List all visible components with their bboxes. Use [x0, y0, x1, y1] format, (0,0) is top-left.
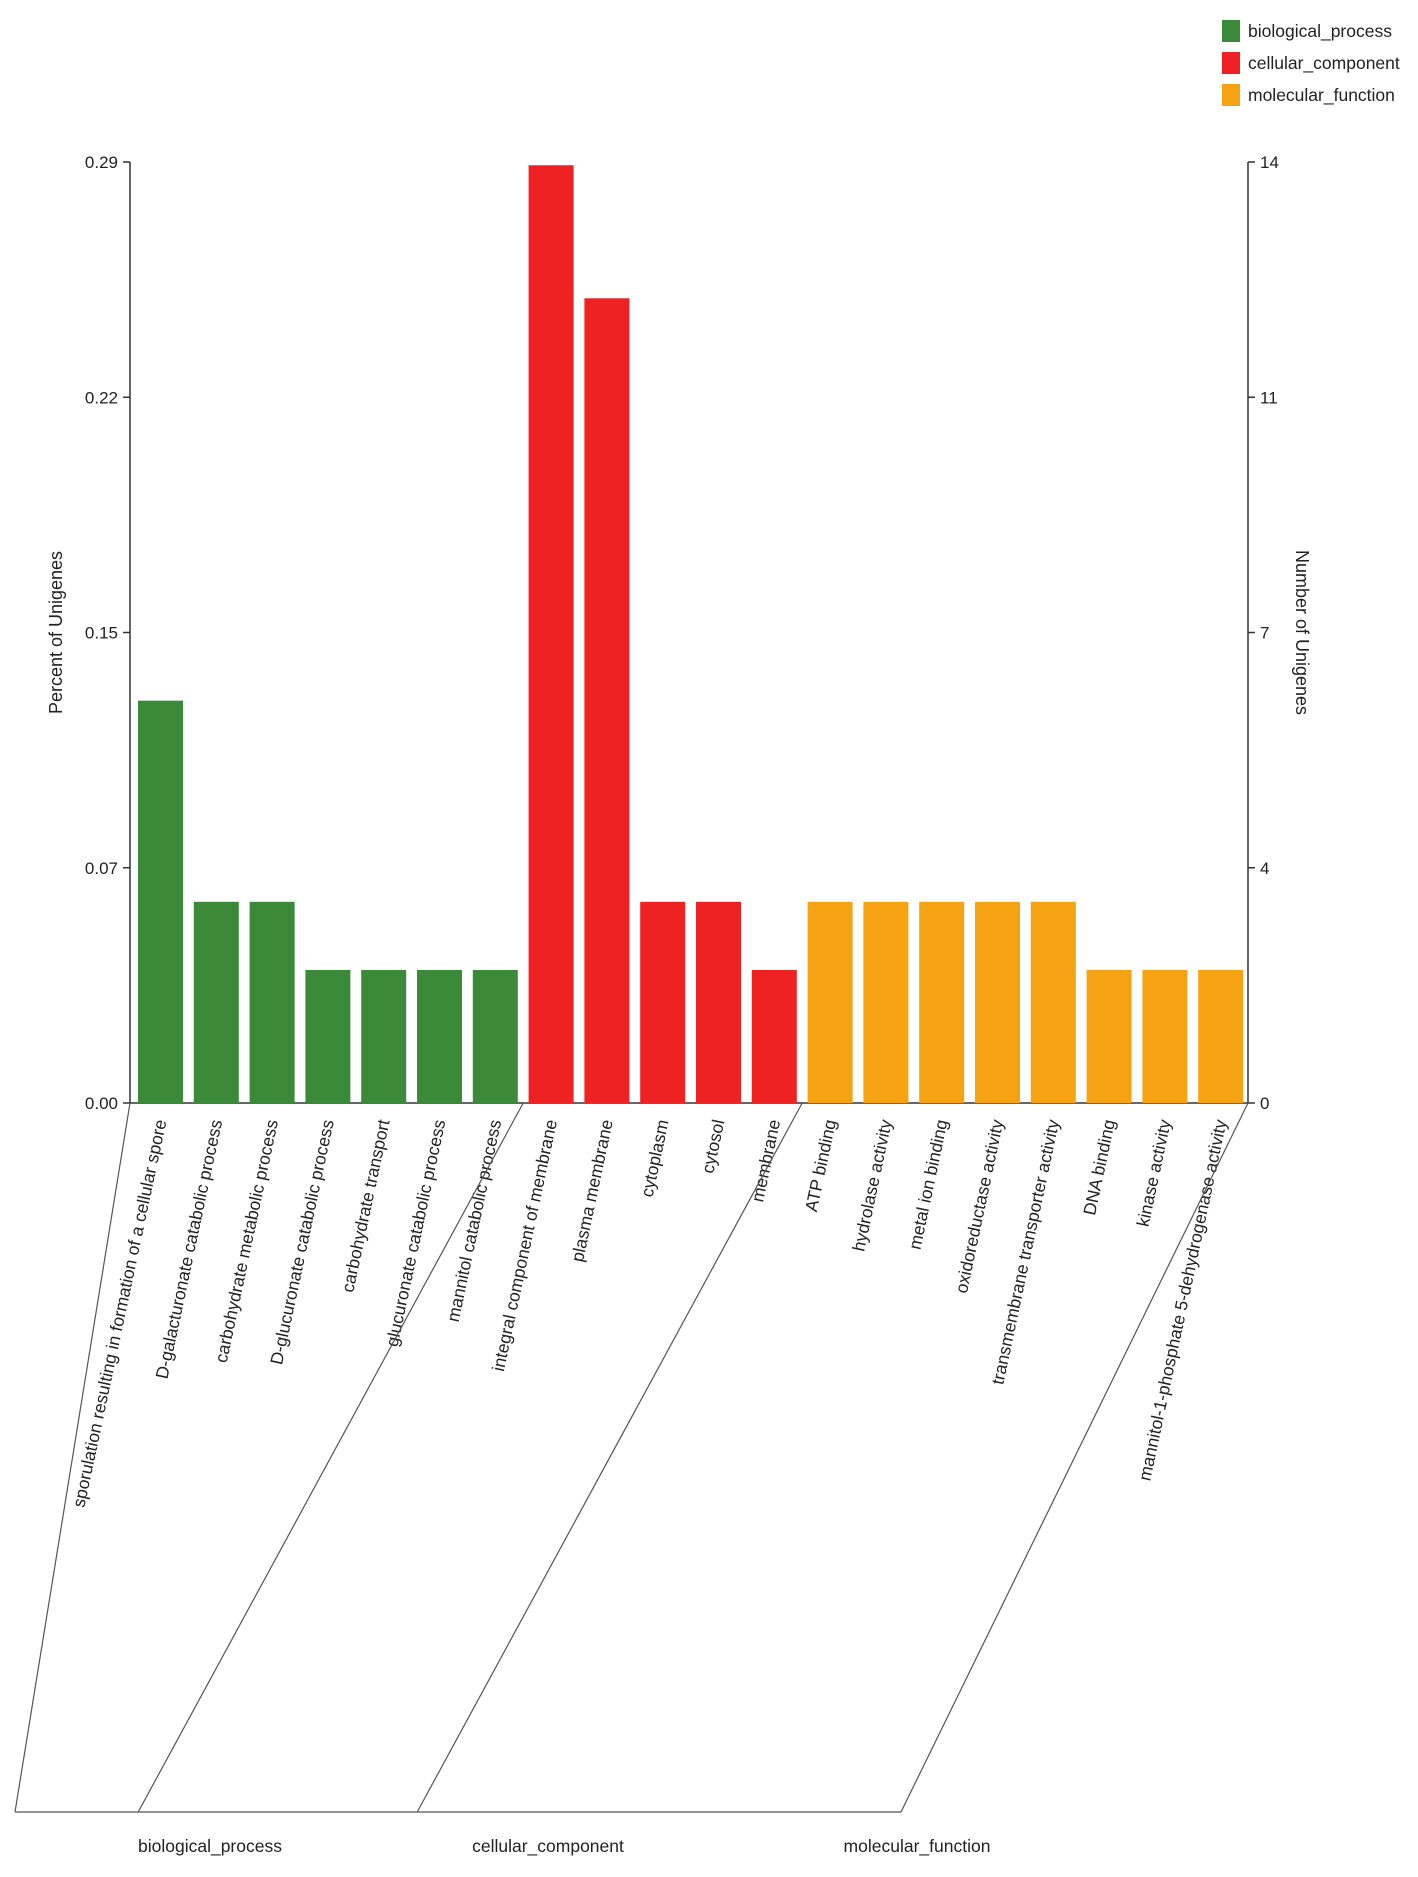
bar	[1030, 901, 1076, 1103]
bar	[975, 901, 1020, 1103]
right-tick-label: 0	[1260, 1094, 1269, 1113]
legend: biological_process cellular_componentmole…	[1222, 20, 1400, 106]
category-label: cytoplasm	[637, 1118, 673, 1199]
group-divider	[900, 1102, 1249, 1813]
bar	[528, 165, 574, 1104]
bar	[138, 700, 183, 1103]
category-label: D-glucuronate catabolic process	[266, 1117, 338, 1366]
bar	[472, 969, 518, 1103]
category-label: mannitol catabolic process	[443, 1117, 505, 1323]
right-tick-label: 11	[1260, 388, 1278, 407]
y-axis-title-right: Number of Unigenes	[1292, 550, 1312, 715]
legend-swatch	[1222, 52, 1240, 74]
category-label: cytosol	[698, 1118, 729, 1175]
left-tick-label: 0.07	[85, 859, 118, 878]
legend-label: biological_process	[1248, 21, 1392, 42]
group-divider	[137, 1102, 524, 1813]
category-label: hydrolase activity	[848, 1117, 896, 1253]
bar	[417, 969, 462, 1103]
group-frames: biological_process cellular_component mole…	[14, 1102, 1249, 1857]
category-label: glucuronate catabolic process	[382, 1117, 450, 1348]
bar	[751, 969, 797, 1103]
category-labels: sporulation resulting in formation of a …	[69, 1117, 1231, 1509]
left-tick-label: 0.22	[85, 388, 118, 407]
group-label: molecular_function	[844, 1836, 991, 1857]
category-label: oxidoreductase activity	[951, 1117, 1007, 1295]
bar	[249, 901, 295, 1103]
category-label: kinase activity	[1133, 1117, 1175, 1228]
right-tick-label: 4	[1260, 859, 1269, 878]
left-tick-label: 0.15	[85, 624, 118, 643]
y-axis-title-left: Percent of Unigenes	[46, 551, 66, 714]
bar	[696, 901, 741, 1103]
group-label: biological_process	[138, 1836, 282, 1857]
category-label: metal ion binding	[905, 1118, 952, 1252]
bars	[138, 165, 1244, 1104]
bar	[1198, 969, 1244, 1103]
category-label: carbohydrate transport	[337, 1118, 393, 1295]
group-divider	[14, 1102, 131, 1813]
bar	[193, 901, 239, 1103]
left-tick-label: 0.29	[85, 153, 118, 172]
bar	[305, 969, 351, 1103]
group-divider	[416, 1102, 803, 1813]
legend-swatch	[1222, 84, 1240, 106]
right-tick-label: 14	[1260, 153, 1279, 172]
bar	[863, 901, 909, 1103]
category-label: carbohydrate metabolic process	[211, 1117, 282, 1364]
category-label: plasma membrane	[567, 1118, 617, 1264]
bar	[919, 901, 965, 1103]
bar	[807, 901, 853, 1103]
bar	[584, 298, 630, 1104]
group-label: cellular_component	[472, 1836, 624, 1857]
bar	[1086, 969, 1132, 1103]
category-label: DNA binding	[1079, 1118, 1119, 1217]
category-label: ATP binding	[801, 1118, 840, 1214]
legend-swatch	[1222, 20, 1240, 42]
category-label: integral component of membrane	[488, 1118, 561, 1373]
legend-label: molecular_function	[1248, 85, 1395, 106]
bar	[640, 901, 686, 1103]
right-tick-label: 7	[1260, 624, 1269, 643]
left-tick-label: 0.00	[85, 1094, 118, 1113]
category-label: sporulation resulting in formation of a …	[69, 1118, 171, 1509]
bar	[361, 969, 407, 1103]
bar	[1142, 969, 1188, 1103]
category-label: membrane	[747, 1118, 784, 1204]
legend-label: cellular_component	[1248, 53, 1400, 74]
